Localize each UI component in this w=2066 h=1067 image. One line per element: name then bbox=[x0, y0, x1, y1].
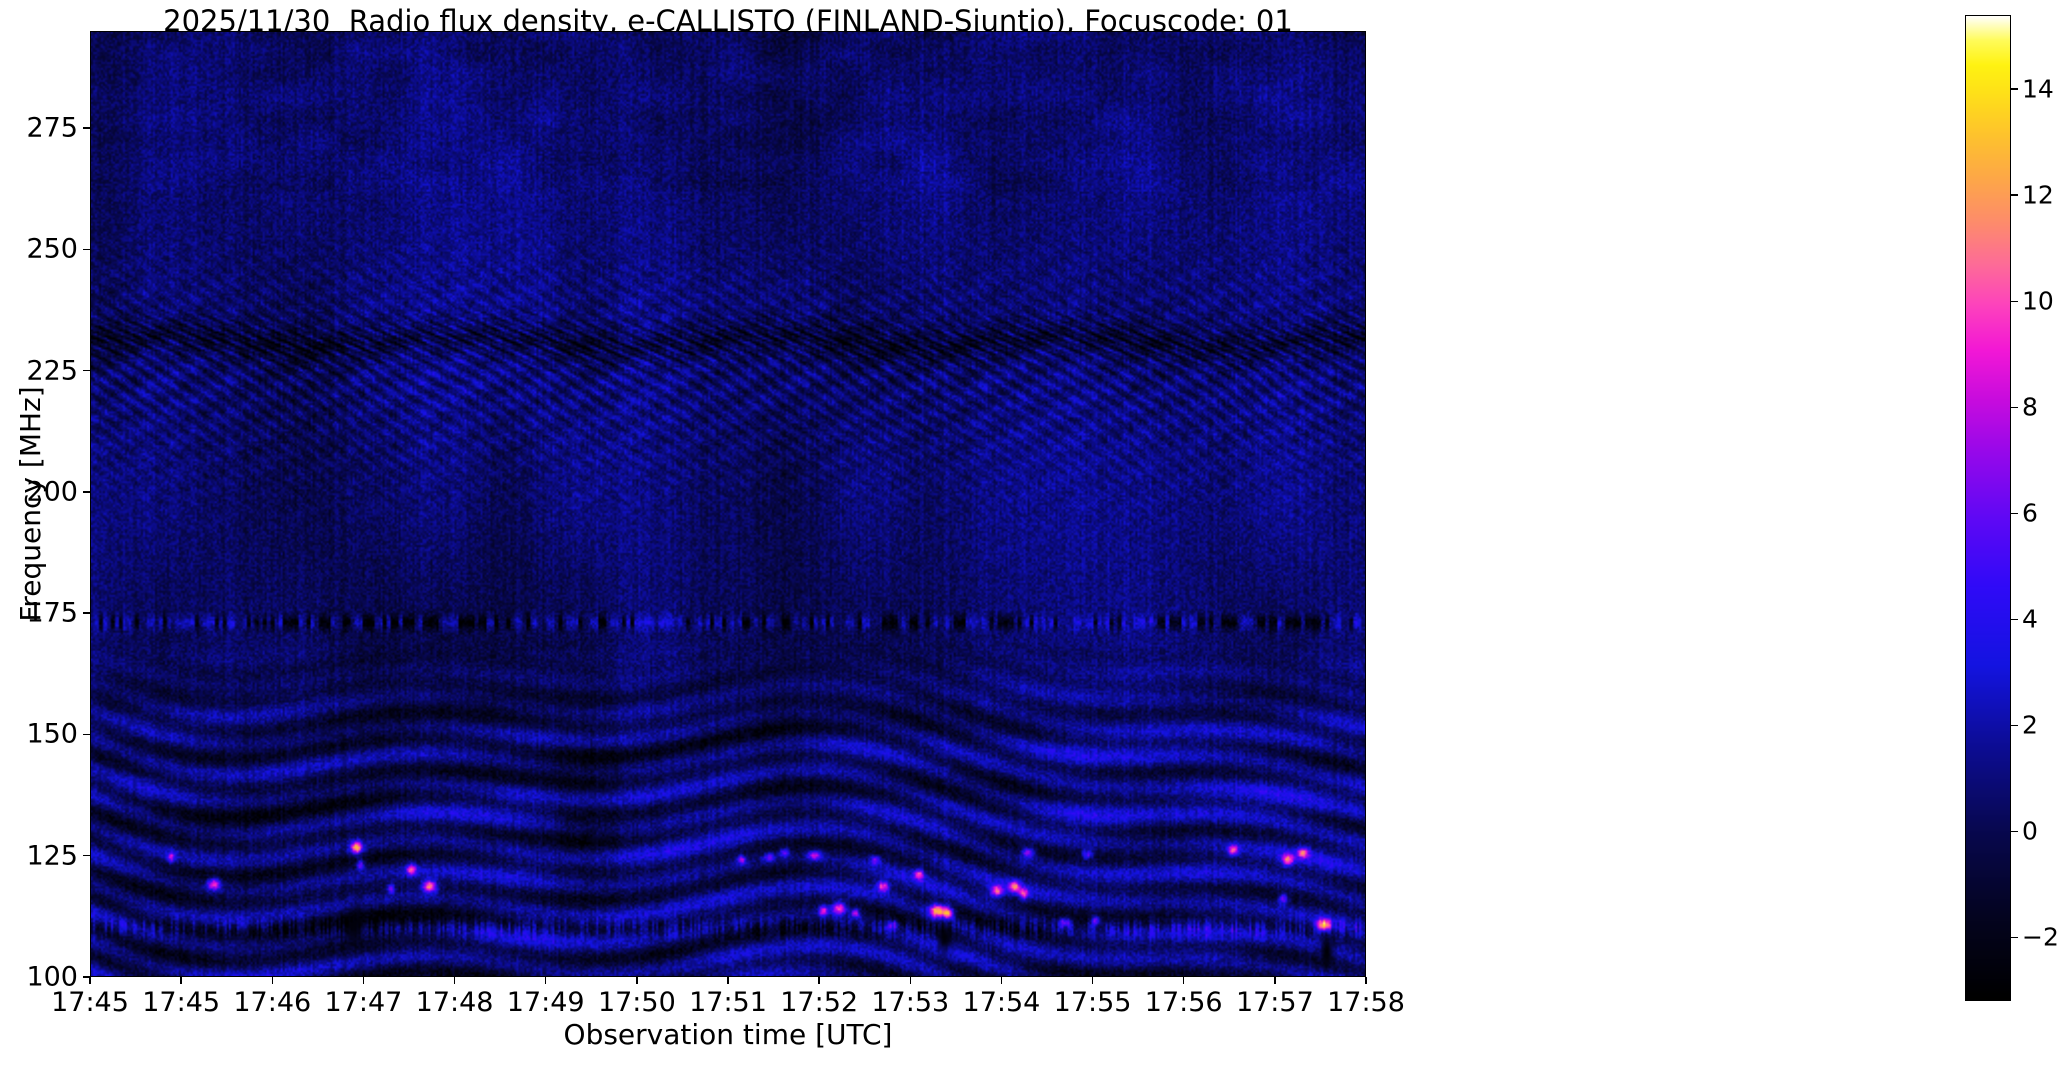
x-tick-label: 17:45 bbox=[142, 987, 221, 1018]
x-tick-label: 17:56 bbox=[1144, 987, 1223, 1018]
y-tick-mark bbox=[83, 854, 90, 857]
colorbar-tick-label: 8 bbox=[2022, 392, 2038, 422]
colorbar-tick-mark bbox=[2011, 724, 2018, 727]
y-tick-label: 200 bbox=[26, 476, 78, 508]
x-tick-mark bbox=[636, 977, 638, 984]
colorbar-label: dB above background bbox=[2062, 354, 2066, 662]
x-tick-mark bbox=[1000, 977, 1003, 984]
colorbar-tick-label: 0 bbox=[2022, 816, 2038, 846]
x-tick-label: 17:53 bbox=[871, 987, 950, 1018]
x-tick-label: 17:46 bbox=[233, 987, 312, 1018]
y-tick-label: 175 bbox=[26, 597, 78, 629]
x-tick-mark bbox=[727, 977, 729, 984]
x-tick-mark bbox=[453, 977, 456, 984]
x-tick-mark bbox=[818, 977, 820, 984]
colorbar-tick-label: −2 bbox=[2022, 922, 2059, 952]
y-tick-mark bbox=[83, 491, 90, 493]
y-tick-mark bbox=[83, 976, 90, 978]
x-axis-label: Observation time [UTC] bbox=[563, 1018, 893, 1051]
colorbar-tick-mark bbox=[2011, 406, 2018, 409]
colorbar-tick-label: 2 bbox=[2022, 710, 2038, 740]
x-tick-label: 17:45 bbox=[51, 987, 129, 1018]
y-tick-mark bbox=[83, 612, 90, 614]
x-tick-mark bbox=[544, 977, 547, 984]
colorbar-tick-mark bbox=[2011, 300, 2018, 302]
colorbar-tick-label: 4 bbox=[2022, 604, 2038, 634]
colorbar[interactable] bbox=[1965, 15, 2011, 1001]
y-tick-label: 125 bbox=[26, 840, 78, 872]
y-tick-mark bbox=[83, 127, 90, 129]
x-tick-mark bbox=[89, 977, 91, 984]
colorbar-tick-mark bbox=[2011, 194, 2018, 196]
x-tick-mark bbox=[1274, 977, 1276, 984]
y-tick-label: 250 bbox=[26, 233, 78, 265]
y-tick-label: 100 bbox=[26, 961, 78, 993]
x-tick-label: 17:52 bbox=[780, 987, 859, 1018]
x-tick-label: 17:49 bbox=[506, 987, 585, 1018]
x-tick-mark bbox=[909, 977, 912, 984]
x-tick-mark bbox=[1365, 977, 1367, 984]
x-tick-mark bbox=[180, 977, 182, 984]
colorbar-tick-label: 12 bbox=[2022, 180, 2054, 210]
x-tick-label: 17:51 bbox=[689, 987, 767, 1018]
colorbar-tick-label: 14 bbox=[2022, 74, 2054, 104]
x-tick-label: 17:55 bbox=[1053, 987, 1132, 1018]
y-tick-mark bbox=[83, 369, 90, 372]
x-tick-mark bbox=[1091, 977, 1094, 984]
x-tick-mark bbox=[1182, 977, 1185, 984]
y-tick-label: 150 bbox=[26, 718, 78, 750]
x-tick-label: 17:48 bbox=[415, 987, 494, 1018]
x-tick-mark bbox=[271, 977, 274, 984]
colorbar-tick-mark bbox=[2011, 936, 2018, 939]
colorbar-gradient bbox=[1966, 16, 2010, 1000]
x-tick-mark bbox=[362, 977, 365, 984]
colorbar-tick-label: 6 bbox=[2022, 498, 2038, 528]
x-tick-label: 17:57 bbox=[1235, 987, 1314, 1018]
x-tick-label: 17:58 bbox=[1327, 987, 1405, 1018]
y-tick-mark bbox=[83, 248, 90, 251]
colorbar-tick-mark bbox=[2011, 830, 2018, 833]
x-tick-label: 17:47 bbox=[324, 987, 403, 1018]
spectrogram-axes[interactable] bbox=[90, 31, 1366, 977]
colorbar-tick-mark bbox=[2011, 88, 2018, 90]
x-tick-label: 17:50 bbox=[597, 987, 676, 1018]
colorbar-tick-label: 10 bbox=[2022, 286, 2054, 316]
spectrogram-image bbox=[91, 32, 1365, 976]
x-tick-label: 17:54 bbox=[962, 987, 1041, 1018]
y-tick-mark bbox=[83, 733, 90, 736]
y-tick-label: 275 bbox=[26, 112, 78, 144]
colorbar-tick-mark bbox=[2011, 512, 2018, 515]
colorbar-tick-mark bbox=[2011, 618, 2018, 621]
y-tick-label: 225 bbox=[26, 355, 78, 387]
